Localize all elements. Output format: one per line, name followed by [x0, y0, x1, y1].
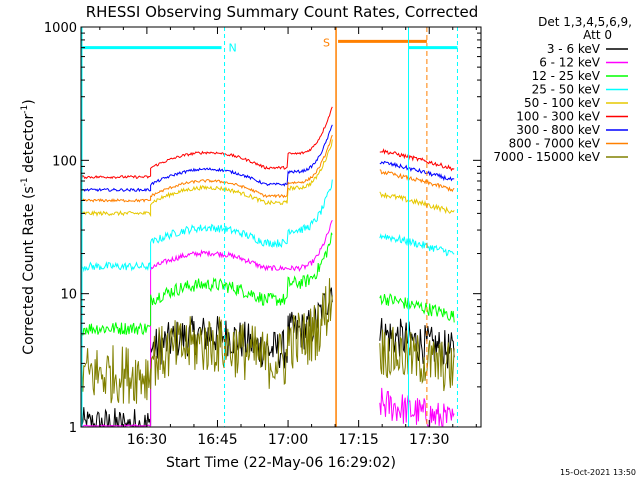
y-axis-label-end: ): [21, 99, 37, 104]
x-tick-label: 16:45: [197, 432, 237, 448]
legend-item-label: 12 - 25 keV: [532, 69, 601, 83]
y-tick-label: 1: [69, 421, 77, 436]
night-label: N: [229, 42, 237, 55]
series-line-post-8: [379, 326, 455, 392]
series-layer: [80, 106, 455, 428]
legend-header-detectors: Det 1,3,4,5,6,9,: [538, 15, 632, 29]
series-line-0: [80, 287, 333, 428]
y-axis-label-sup2: -1: [20, 105, 30, 114]
x-axis-label: Start Time (22-May-06 16:29:02): [166, 455, 396, 471]
legend-item-label: 3 - 6 keV: [547, 42, 601, 56]
legend-item-label: 25 - 50 keV: [532, 83, 601, 97]
series-line-4: [80, 139, 333, 218]
y-axis-label-main: Corrected Count Rate (s: [21, 186, 37, 354]
y-axis-label-sup1: -1: [20, 177, 30, 186]
y-tick-label: 1000: [44, 21, 77, 36]
series-line-2: [80, 232, 333, 336]
series-line-8: [80, 278, 333, 404]
series-line-5: [80, 106, 333, 180]
series-line-post-6: [379, 160, 455, 182]
x-tick-label: 17:30: [409, 432, 449, 448]
series-line-post-3: [379, 233, 455, 257]
series-line-post-7: [379, 169, 455, 193]
chart-title: RHESSI Observing Summary Count Rates, Co…: [86, 3, 479, 21]
series-line-post-4: [379, 191, 455, 215]
saa-label: S: [323, 36, 330, 49]
legend-item-label: 300 - 800 keV: [516, 123, 600, 137]
legend-item-label: 50 - 100 keV: [524, 96, 601, 110]
series-line-post-1: [379, 387, 455, 427]
legend-item-label: 100 - 300 keV: [516, 110, 600, 124]
series-line-post-2: [379, 293, 455, 323]
footer-date: 15-Oct-2021 13:50: [560, 468, 636, 477]
x-tick-label: 16:30: [127, 432, 167, 448]
legend-item-label: 800 - 7000 keV: [509, 137, 601, 151]
y-axis-label: Corrected Count Rate (s-1 detector-1): [20, 99, 37, 354]
series-line-post-5: [379, 148, 455, 172]
y-tick-label: 10: [60, 288, 77, 303]
x-axis-ticks: 16:30 16:45 17:00 17:15 17:30: [99, 27, 477, 448]
y-tick-label: 100: [52, 154, 77, 169]
x-tick-label: 17:15: [338, 432, 378, 448]
legend-item-label: 6 - 12 keV: [539, 56, 601, 70]
legend-header-attenuator: Att 0: [583, 28, 612, 42]
series-line-3: [80, 179, 333, 273]
series-line-6: [80, 124, 333, 193]
y-axis-ticks: 1 10 100 1000: [44, 21, 481, 436]
legend-item-label: 7000 - 15000 keV: [493, 150, 600, 164]
y-axis-label-mid: detector: [21, 114, 37, 178]
series-line-7: [80, 134, 333, 203]
x-tick-label: 17:00: [268, 432, 308, 448]
plot-frame: [80, 26, 482, 428]
